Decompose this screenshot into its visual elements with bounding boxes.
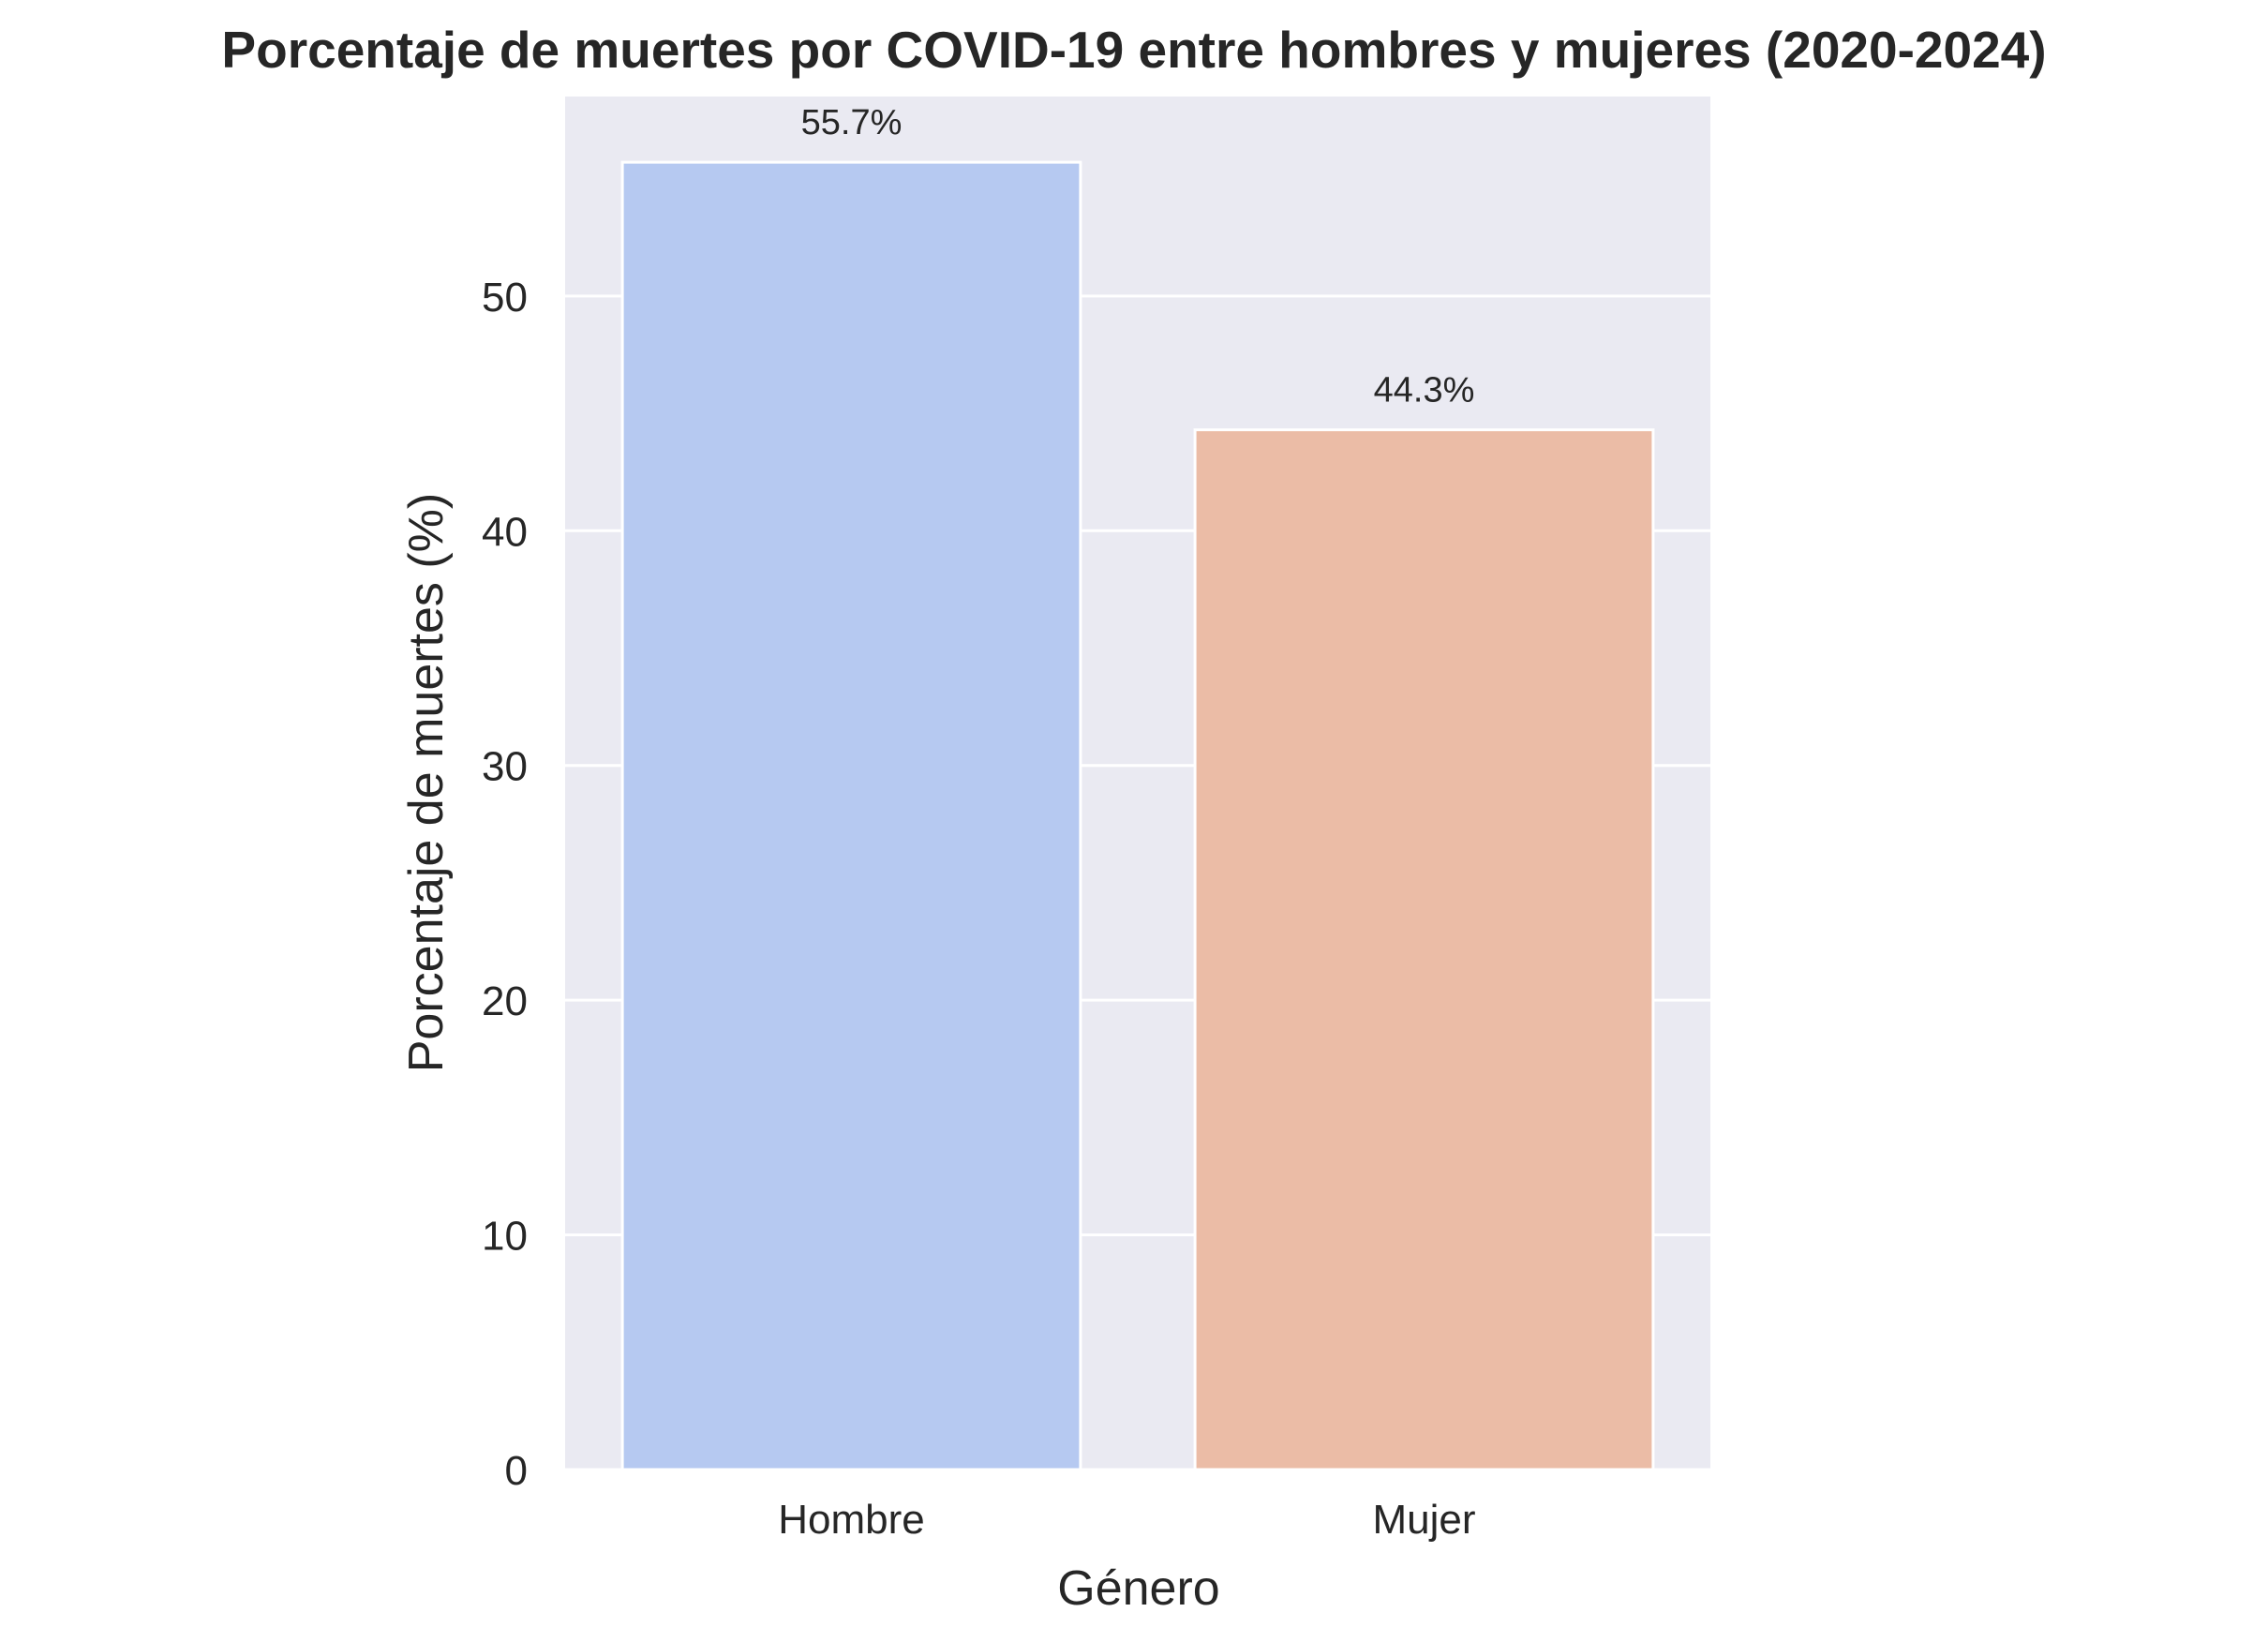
y-tick-label: 10 <box>482 1214 528 1260</box>
bar-hombre <box>620 160 1082 1471</box>
y-axis-ticks: 0 10 20 30 40 50 <box>482 275 528 1494</box>
bars <box>620 160 1655 1471</box>
y-tick-label: 40 <box>482 509 528 555</box>
bar-value-label: 55.7% <box>801 103 903 142</box>
bar-value-label: 44.3% <box>1374 371 1475 410</box>
x-tick-label: Mujer <box>1372 1497 1475 1543</box>
bar-mujer <box>1193 428 1655 1471</box>
y-tick-label: 30 <box>482 744 528 790</box>
x-tick-label: Hombre <box>778 1497 925 1543</box>
y-tick-label: 20 <box>482 978 528 1024</box>
y-tick-label: 0 <box>505 1448 528 1494</box>
chart-title: Porcentaje de muertes por COVID-19 entre… <box>221 21 2046 79</box>
y-tick-label: 50 <box>482 275 528 321</box>
x-axis-ticks: Hombre Mujer <box>778 1497 1475 1543</box>
value-labels: 55.7% 44.3% <box>801 103 1475 410</box>
x-axis-label: Género <box>1057 1561 1219 1616</box>
y-axis-label: Porcentaje de muertes (%) <box>399 493 454 1073</box>
